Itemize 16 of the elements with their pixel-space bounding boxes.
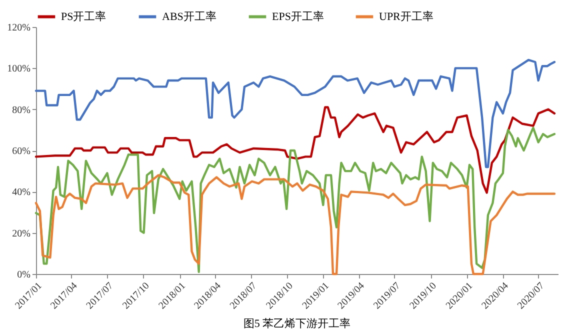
y-tick-label: 0% <box>17 270 30 280</box>
y-tick-label: 100% <box>7 64 30 75</box>
legend-label: EPS开工率 <box>272 10 324 23</box>
legend-label: UPR开工率 <box>379 10 434 23</box>
line-series <box>34 106 556 194</box>
line-series <box>34 58 556 168</box>
y-tick-label: 20% <box>12 228 30 240</box>
y-tick-label: 40% <box>12 187 30 198</box>
legend-label: PS开工率 <box>61 10 106 23</box>
legend-label: ABS开工率 <box>162 10 216 23</box>
y-tick-label: 60% <box>12 146 30 157</box>
y-tick-label: 80% <box>12 104 30 116</box>
line-series <box>34 126 556 274</box>
text: 图5 苯乙烯下游开工率 <box>243 317 351 330</box>
line-series <box>34 174 556 276</box>
y-tick-label: 120% <box>7 22 30 34</box>
